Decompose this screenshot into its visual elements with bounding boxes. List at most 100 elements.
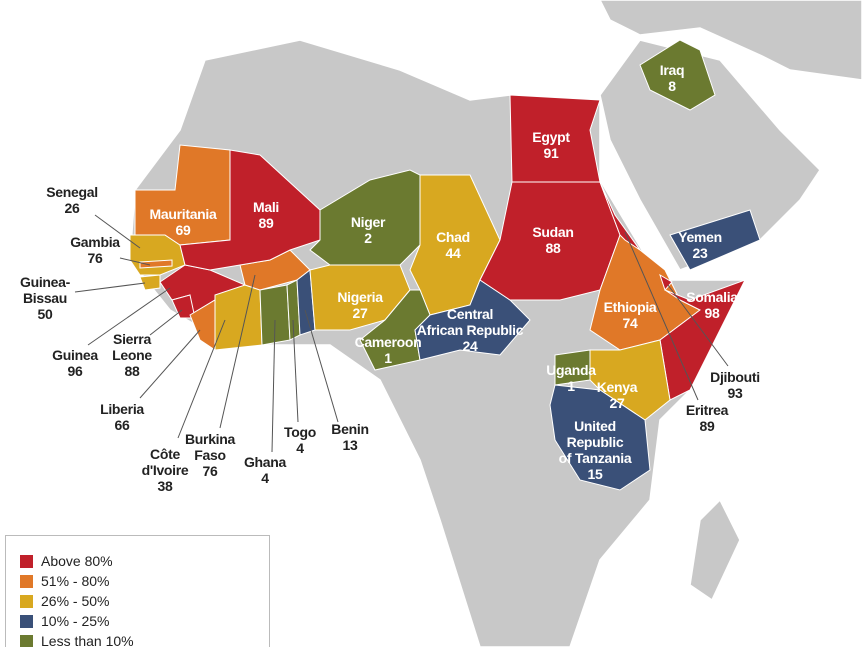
leader-line — [271, 319, 276, 453]
country-label: Niger 2 — [350, 214, 386, 246]
country-label: Uganda 1 — [546, 362, 596, 394]
legend-label: 51% - 80% — [41, 573, 110, 589]
country — [639, 39, 716, 111]
country-value: 69 — [175, 222, 191, 238]
leader-line — [149, 309, 183, 336]
legend-item: 10% - 25% — [20, 613, 109, 629]
country-value: 91 — [543, 145, 559, 161]
country-name: Guinea — [52, 347, 98, 363]
leader-line — [94, 214, 141, 249]
country-name: Iraq — [659, 62, 685, 78]
country-name: Nigeria — [337, 289, 383, 305]
country-value: 76 — [87, 250, 103, 266]
country-name: United Republic of Tanzania — [558, 418, 632, 466]
country-name: Benin — [331, 421, 369, 437]
country-name: Côte d'Ivoire — [141, 446, 189, 478]
country-value: 27 — [609, 395, 625, 411]
country-name: Egypt — [532, 129, 570, 145]
country-name: Yemen — [678, 229, 722, 245]
country-name: Uganda — [546, 362, 596, 378]
country-value: 1 — [567, 378, 575, 394]
legend-swatch — [20, 594, 33, 608]
leader-line — [119, 257, 151, 266]
country-name: Mali — [252, 199, 280, 215]
country-value: 27 — [352, 305, 368, 321]
country-name: Eritrea — [685, 402, 729, 418]
country-label: Egypt 91 — [532, 129, 570, 161]
country-value: 93 — [727, 385, 743, 401]
country-label: Chad 44 — [436, 229, 470, 261]
country-name: Ethiopia — [603, 299, 657, 315]
country — [549, 384, 651, 491]
legend: Above 80% 51% - 80% 26% - 50% 10% - 25% Less… — [5, 535, 270, 647]
country-value: 8 — [668, 78, 676, 94]
country — [139, 274, 161, 291]
country-label: Sudan 88 — [532, 224, 574, 256]
country-name: Burkina Faso — [184, 431, 236, 463]
country-value: 44 — [445, 245, 461, 261]
country — [214, 284, 263, 351]
country-label: Gambia 76 — [70, 234, 120, 266]
legend-label: Above 80% — [41, 553, 113, 569]
country-name: Somalia — [686, 289, 738, 305]
leader-line — [87, 287, 171, 346]
country — [669, 209, 761, 271]
country-label: Guinea- Bissau 50 — [20, 274, 70, 322]
country-label: Cameroon 1 — [355, 334, 422, 366]
country-label: Benin 13 — [331, 421, 369, 453]
country-value: 89 — [258, 215, 274, 231]
leader-line — [177, 319, 226, 439]
country-value: 98 — [704, 305, 720, 321]
country-value: 38 — [157, 478, 173, 494]
country-value: 24 — [462, 338, 478, 354]
country-label: Guinea 96 — [52, 347, 98, 379]
legend-swatch — [20, 614, 33, 628]
legend-label: 26% - 50% — [41, 593, 110, 609]
leader-line — [304, 309, 339, 423]
country-label: Liberia 66 — [100, 401, 144, 433]
country-label: Ghana 4 — [244, 454, 286, 486]
country-label: Burkina Faso 76 — [185, 431, 235, 479]
country-label: Somalia 98 — [686, 289, 738, 321]
legend-item: 51% - 80% — [20, 573, 109, 589]
legend-item: Less than 10% — [20, 633, 134, 647]
country-value: 50 — [37, 306, 53, 322]
country-value: 4 — [296, 440, 304, 456]
country — [179, 149, 321, 271]
country-value: 66 — [114, 417, 130, 433]
country-label: Sierra Leone 88 — [112, 331, 152, 379]
country — [309, 169, 421, 266]
leader-line — [667, 284, 729, 367]
europe — [599, 0, 862, 81]
country-value: 88 — [545, 240, 561, 256]
country-value: 15 — [587, 466, 603, 482]
legend-label: 10% - 25% — [41, 613, 110, 629]
country-label: Ethiopia 74 — [604, 299, 657, 331]
country-name: Cameroon — [354, 334, 422, 350]
legend-swatch — [20, 554, 33, 568]
country-value: 89 — [699, 418, 715, 434]
country-name: Mauritania — [149, 206, 217, 222]
country-value: 23 — [692, 245, 708, 261]
country-value: 76 — [202, 463, 218, 479]
country-value: 1 — [384, 350, 392, 366]
country-name: Niger — [350, 214, 386, 230]
country — [599, 181, 641, 251]
country — [139, 259, 173, 269]
country-label: Kenya 27 — [597, 379, 638, 411]
legend-item: 26% - 50% — [20, 593, 109, 609]
country-name: Sierra Leone — [112, 331, 152, 363]
country-name: Liberia — [100, 401, 144, 417]
country-value: 4 — [261, 470, 269, 486]
country-name: Ghana — [243, 454, 287, 470]
country-label: Senegal 26 — [46, 184, 98, 216]
leader-line — [74, 282, 146, 293]
country-label: Eritrea 89 — [685, 402, 729, 434]
country-label: Yemen 23 — [678, 229, 722, 261]
country-label: Mali 89 — [253, 199, 279, 231]
country-name: Sudan — [532, 224, 574, 240]
country-name: Kenya — [596, 379, 638, 395]
country-label: Nigeria 27 — [337, 289, 383, 321]
legend-swatch — [20, 574, 33, 588]
